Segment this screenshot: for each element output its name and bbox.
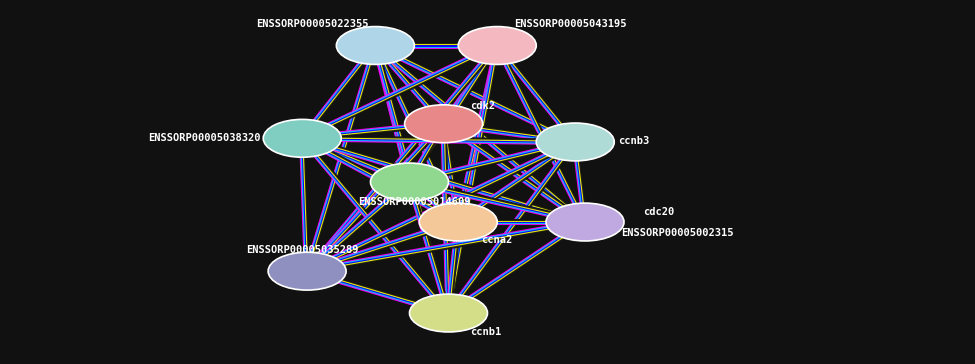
Text: ccnb1: ccnb1 (470, 327, 501, 337)
Text: ENSSORP00005043195: ENSSORP00005043195 (514, 19, 627, 29)
Text: ENSSORP00005002315: ENSSORP00005002315 (621, 228, 734, 238)
Text: ENSSORP00005035289: ENSSORP00005035289 (246, 245, 359, 255)
Ellipse shape (405, 105, 483, 143)
Text: ENSSORP00005022355: ENSSORP00005022355 (255, 19, 369, 29)
Text: ccna2: ccna2 (482, 235, 513, 245)
Ellipse shape (419, 203, 497, 241)
Text: ENSSORP00005014609: ENSSORP00005014609 (358, 197, 471, 207)
Ellipse shape (410, 294, 488, 332)
Ellipse shape (336, 27, 414, 64)
Ellipse shape (370, 163, 448, 201)
Text: cdc20: cdc20 (644, 207, 675, 217)
Ellipse shape (458, 27, 536, 64)
Ellipse shape (263, 119, 341, 157)
Ellipse shape (546, 203, 624, 241)
Text: ccnb3: ccnb3 (618, 136, 649, 146)
Text: cdk2: cdk2 (470, 101, 495, 111)
Ellipse shape (268, 252, 346, 290)
Ellipse shape (536, 123, 614, 161)
Text: ENSSORP00005038320: ENSSORP00005038320 (148, 132, 261, 143)
